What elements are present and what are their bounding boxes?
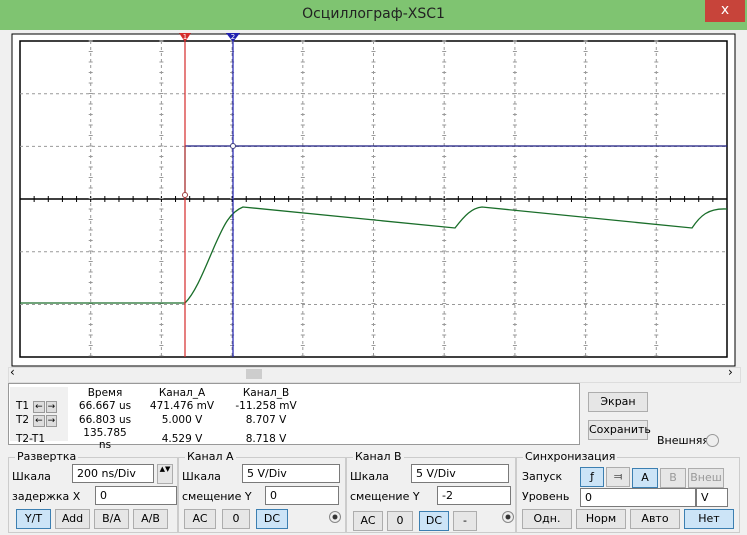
offset-input[interactable]: 0 xyxy=(265,486,339,505)
scroll-left[interactable]: ‹ xyxy=(10,365,15,379)
scale-input[interactable]: 5 V/Div xyxy=(242,464,340,483)
coupling-button[interactable]: AC xyxy=(353,511,383,531)
arrow-right[interactable]: → xyxy=(45,414,58,427)
arrow-left[interactable]: ← xyxy=(33,414,45,427)
reading-value: 4.529 V xyxy=(161,433,203,445)
reading-value: 135.785 ns xyxy=(83,427,127,451)
mode-button[interactable]: Add xyxy=(55,509,90,529)
title-bar xyxy=(0,0,747,30)
group-title: Развертка xyxy=(15,450,79,463)
scroll-right[interactable]: › xyxy=(728,365,733,379)
radio[interactable] xyxy=(502,511,514,523)
reading-value: 5.000 V xyxy=(161,414,203,426)
column-header: Время xyxy=(87,387,123,399)
readings-labels xyxy=(10,387,68,441)
coupling-button[interactable]: - xyxy=(453,511,477,531)
row-label-cell xyxy=(10,387,70,399)
label: Уровень xyxy=(522,490,570,503)
readings-header: Время Канал_A Канал_B xyxy=(10,387,308,399)
timebase-group: Развертка xyxy=(8,450,178,533)
scroll-thumb[interactable] xyxy=(246,369,262,379)
label: Шкала xyxy=(182,470,221,483)
trace-b xyxy=(20,206,728,304)
window-title: Осциллограф-XSC1 xyxy=(302,6,445,22)
scope-screen: 1 2 xyxy=(8,33,739,370)
trigger-mode-button[interactable]: Одн. xyxy=(522,509,572,529)
edge-fall[interactable]: ⫤ xyxy=(606,467,630,487)
mode-button[interactable]: B/A xyxy=(94,509,129,529)
readings-panel xyxy=(8,383,580,445)
reading-value: 66.803 us xyxy=(78,414,132,426)
cursor-1-point xyxy=(182,192,188,198)
scale-input[interactable]: 200 ns/Div xyxy=(72,464,154,483)
cursor-1-label: 1 xyxy=(183,33,187,41)
cursor-2-label: 2 xyxy=(231,33,235,41)
label: смещение Y xyxy=(182,490,252,503)
arrow-right[interactable]: → xyxy=(45,400,58,413)
row-label: T2-T1 xyxy=(16,433,46,445)
spinner[interactable]: ▲▼ xyxy=(157,464,173,484)
coupling-button[interactable]: DC xyxy=(419,511,449,531)
label: задержка X xyxy=(12,490,81,503)
save-button[interactable]: Сохранить xyxy=(588,420,651,440)
column-header: Канал_B xyxy=(242,387,290,399)
label: Запуск xyxy=(522,470,563,483)
row-label: T1 xyxy=(16,399,30,412)
arrow-left[interactable]: ← xyxy=(33,400,45,413)
row-label: T2 xyxy=(16,413,30,426)
row-label-cell: T1 ← → xyxy=(10,399,70,413)
source-button[interactable]: Внеш xyxy=(688,468,724,488)
readings-row: T2-T1 135.785 ns 4.529 V 8.718 V xyxy=(10,427,308,451)
channel-a-group: Канал A xyxy=(178,450,346,533)
offset-input[interactable]: -2 xyxy=(437,486,511,505)
source-button[interactable]: B xyxy=(660,468,686,488)
scrollbar[interactable] xyxy=(8,367,741,383)
readings-table: Время Канал_A Канал_B T1 ← → 66.667 us 471.476 … xyxy=(10,387,308,451)
mode-button[interactable]: Y/T xyxy=(16,509,51,529)
channel-b-group: Канал B xyxy=(346,450,516,533)
trigger-mode-button[interactable]: Нет xyxy=(684,509,734,529)
reading-value: 66.667 us xyxy=(78,400,132,412)
reading-value: 471.476 mV xyxy=(149,400,215,412)
column-header: Канал_A xyxy=(158,387,206,399)
radio[interactable] xyxy=(329,511,341,523)
row-label-cell: T2-T1 xyxy=(10,427,70,451)
trigger-mode-button[interactable]: Норм xyxy=(576,509,626,529)
coupling-button[interactable]: 0 xyxy=(222,509,250,529)
source-button[interactable]: A xyxy=(632,468,658,488)
row-label-cell: T2 ← → xyxy=(10,413,70,427)
label: Шкала xyxy=(350,470,389,483)
screen-button[interactable]: Экран xyxy=(588,392,648,412)
close-button[interactable]: x xyxy=(705,0,745,22)
reading-value: -11.258 mV xyxy=(235,400,297,412)
external-radio[interactable] xyxy=(706,434,719,447)
level-input[interactable]: 0 xyxy=(580,488,696,507)
group-title: Канал A xyxy=(185,450,236,463)
cursor-1-handle[interactable] xyxy=(179,33,191,42)
readings-row: T2 ← → 66.803 us 5.000 V 8.707 V xyxy=(10,413,308,427)
scale-input[interactable]: 5 V/Div xyxy=(411,464,509,483)
coupling-button[interactable]: DC xyxy=(256,509,288,529)
trigger-mode-button[interactable]: Авто xyxy=(630,509,680,529)
cursor-2-handle[interactable] xyxy=(226,33,240,42)
readings-row: T1 ← → 66.667 us 471.476 mV -11.258 mV xyxy=(10,399,308,413)
coupling-button[interactable]: AC xyxy=(184,509,216,529)
cursor-2-point xyxy=(230,143,236,149)
reading-value: 8.707 V xyxy=(245,414,287,426)
group-title: Канал B xyxy=(353,450,404,463)
label: Шкала xyxy=(12,470,51,483)
mode-button[interactable]: A/B xyxy=(133,509,168,529)
label: смещение Y xyxy=(350,490,420,503)
external-label: Внешняя xyxy=(657,434,709,447)
level-unit[interactable]: V xyxy=(696,488,728,507)
edge-rise[interactable]: ƒ xyxy=(580,467,604,487)
delay-input[interactable]: 0 xyxy=(95,486,177,505)
trigger-group: Синхронизация xyxy=(516,450,740,533)
reading-value: 8.718 V xyxy=(245,433,287,445)
coupling-button[interactable]: 0 xyxy=(387,511,413,531)
group-title: Синхронизация xyxy=(523,450,618,463)
